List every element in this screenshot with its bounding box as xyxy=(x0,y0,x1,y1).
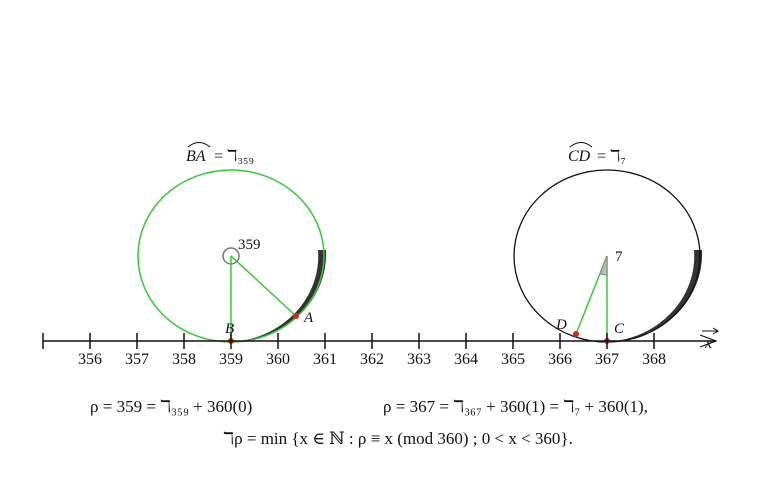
center-label: 359 xyxy=(238,237,261,253)
point-label: B xyxy=(225,321,234,337)
point xyxy=(573,331,579,337)
point xyxy=(293,313,299,319)
point-label: C xyxy=(614,321,625,337)
radius xyxy=(230,255,297,317)
point-label: D xyxy=(555,317,567,333)
arc-value: = ℸ₃₅₉ xyxy=(214,148,254,165)
tick-label: 358 xyxy=(172,351,196,368)
vector-arrow xyxy=(702,327,719,335)
arc-hat xyxy=(569,142,593,148)
tick-label: 359 xyxy=(219,351,243,368)
tick-label: 364 xyxy=(454,351,478,368)
tick-label: 356 xyxy=(78,351,102,368)
tick-label: 367 xyxy=(595,351,619,368)
tick-label: 368 xyxy=(642,351,666,368)
formula: ρ = 367 = ℸ₃₆₇ + 360(1) = ℸ₇ + 360(1), xyxy=(383,397,648,416)
tick-label: 363 xyxy=(407,351,431,368)
tick-label: 366 xyxy=(548,351,572,368)
arc-label: BA xyxy=(186,148,206,165)
angle-mark xyxy=(599,255,608,276)
formula: ρ = 359 = ℸ₃₅₉ + 360(0) xyxy=(90,397,252,416)
tick-label: 360 xyxy=(266,351,290,368)
tick-label: 365 xyxy=(501,351,525,368)
axis-label: x xyxy=(704,335,712,352)
tick-label: 361 xyxy=(313,351,337,368)
tick-label: 362 xyxy=(360,351,384,368)
arc-hat xyxy=(187,142,211,148)
arc-value: = ℸ₇ xyxy=(597,148,626,165)
axis-arrow xyxy=(699,334,718,348)
arc-label: CD xyxy=(568,148,591,165)
tick-label: 357 xyxy=(125,351,149,368)
formula: ℸρ = min {x ∈ ℕ : ρ ≡ x (mod 360) ; 0 < … xyxy=(223,429,573,448)
point-label: A xyxy=(303,310,314,326)
center-label: 7 xyxy=(615,249,623,265)
axis-ticks: 356 357 358 359 360 361 362 363 364 365 366 367 368 xyxy=(78,333,666,368)
